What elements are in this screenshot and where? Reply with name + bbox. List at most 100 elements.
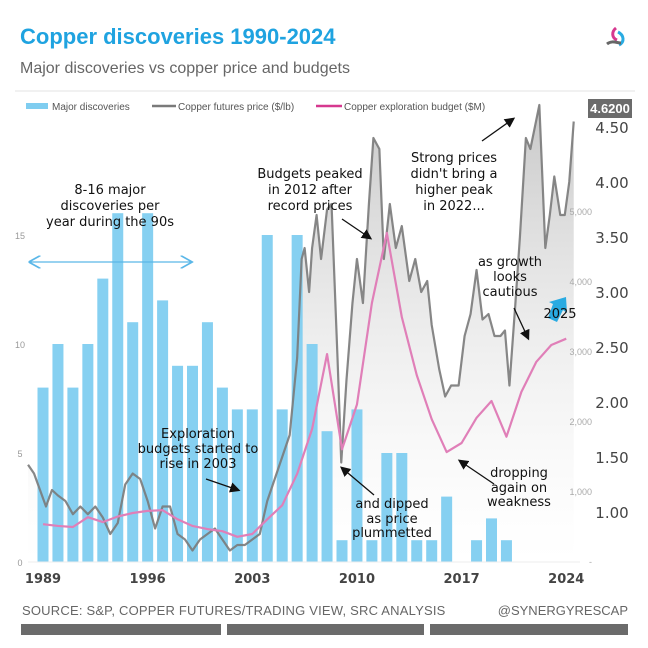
annotation-line: as price <box>366 512 417 527</box>
price-tick-label: 1.00 <box>595 504 628 522</box>
footer-bar <box>430 624 628 635</box>
discovery-bar-2008 <box>321 431 333 562</box>
discovery-bar-1995 <box>127 322 139 562</box>
annotation-line: rise in 2003 <box>160 457 237 472</box>
discovery-bar-2010 <box>351 409 363 562</box>
discovery-bar-1994 <box>112 213 124 562</box>
discovery-bar-1996 <box>142 213 154 562</box>
budget-tick-label: 1,000 <box>569 487 592 497</box>
legend-price: Copper futures price ($/lb) <box>178 102 294 113</box>
price-tick-label: 1.50 <box>595 449 628 467</box>
discovery-bar-2004 <box>261 235 273 562</box>
price-tick-label: 4.00 <box>595 174 628 192</box>
discovery-bar-2013 <box>396 453 408 562</box>
budget-tick-label: 5,000 <box>569 207 592 217</box>
budget-tick-label: 2,000 <box>569 417 592 427</box>
discovery-bar-2007 <box>306 344 318 562</box>
source-note: SOURCE: S&P, COPPER FUTURES/TRADING VIEW… <box>22 603 446 618</box>
arrow-icon <box>513 307 530 341</box>
price-tick-label: 4.50 <box>595 119 628 137</box>
arrow-icon <box>205 478 241 493</box>
annotation-line: dropping <box>490 466 548 481</box>
annotation-line: record prices <box>268 199 353 214</box>
budget-tick-label: - <box>589 557 592 567</box>
price-line <box>27 103 575 552</box>
social-handle: @SYNERGYRESCAP <box>497 603 628 618</box>
chart-subtitle: Major discoveries vs copper price and bu… <box>20 60 350 77</box>
discovery-bar-1993 <box>97 278 109 562</box>
last-price-badge <box>588 99 632 118</box>
annotation-line: cautious <box>482 285 537 300</box>
annotation-nineties: 8-16 major discoveries per year during t… <box>30 183 191 262</box>
discovery-bar-2012 <box>381 453 393 562</box>
discovery-bar-2014 <box>411 540 423 562</box>
annotation-dropping: dropping again on weakness <box>457 459 551 510</box>
annotation-line: in 2012 after <box>268 183 353 198</box>
annotation-growth: as growth looks cautious 2025 <box>478 255 577 341</box>
x-tick-label: 2024 <box>548 572 584 587</box>
annotation-line: again on <box>491 481 547 496</box>
annotation-line: 8-16 major <box>74 183 146 198</box>
price-tick-label: 2.50 <box>595 339 628 357</box>
discovery-bar-2000 <box>201 322 213 562</box>
arrow-icon <box>340 466 375 496</box>
discovery-bar-2003 <box>246 409 258 562</box>
annotation-line: as growth <box>478 255 542 270</box>
annotation-line: year during the 90s <box>46 215 174 230</box>
discovery-bar-2009 <box>336 540 348 562</box>
annotation-peak2012: Budgets peaked in 2012 after record pric… <box>257 167 373 240</box>
annotation-line: didn't bring a <box>411 167 498 182</box>
annotation-rise2003: Exploration budgets started to rise in 2… <box>138 427 259 493</box>
price-tick-label: 3.00 <box>595 284 628 302</box>
chart-title: Copper discoveries 1990-2024 <box>20 24 336 49</box>
blue-arrow-icon <box>548 297 567 322</box>
arrow-icon <box>481 117 516 142</box>
price-tick-label: 2.00 <box>595 394 628 412</box>
discovery-bar-2020 <box>500 540 512 562</box>
legend-swatch-discoveries <box>26 103 48 109</box>
discovery-bar-2005 <box>276 409 288 562</box>
budget-tick-label: 3,000 <box>569 347 592 357</box>
annotation-line: budgets started to <box>138 442 259 457</box>
discovery-bar-1990 <box>52 344 64 562</box>
x-tick-label: 1989 <box>25 572 61 587</box>
budget-tick-label: 4,000 <box>569 277 592 287</box>
annotation-line: Exploration <box>161 427 235 442</box>
discovery-bar-1997 <box>157 300 169 562</box>
discovery-bar-1991 <box>67 387 79 562</box>
discovery-bar-2006 <box>291 235 303 562</box>
discovery-bar-2018 <box>471 540 483 562</box>
left-tick-label: 10 <box>15 340 25 350</box>
x-tick-label: 2003 <box>234 572 270 587</box>
annotation-line: higher peak <box>415 183 493 198</box>
annotation-line: in 2022... <box>423 199 484 214</box>
annotation-line: plummetted <box>352 526 432 541</box>
x-tick-label: 2010 <box>339 572 375 587</box>
legend-budget: Copper exploration budget ($M) <box>344 102 485 113</box>
left-tick-label: 5 <box>17 449 22 459</box>
annotation-dipped: and dipped as price plummetted <box>340 466 432 541</box>
annotation-line: and dipped <box>355 497 428 512</box>
discovery-bar-2019 <box>486 518 497 562</box>
annotation-line: looks <box>493 270 527 285</box>
discovery-bar-2016 <box>441 496 453 562</box>
annotation-line: Strong prices <box>411 151 497 166</box>
arrow-icon <box>457 459 495 485</box>
x-tick-label: 2017 <box>444 572 480 587</box>
budget-line <box>42 231 567 538</box>
annotation-line: discoveries per <box>61 199 161 214</box>
discovery-bar-2015 <box>426 540 438 562</box>
last-price-value: 4.6200 <box>590 101 630 116</box>
legend-discoveries: Major discoveries <box>52 102 130 113</box>
discovery-bar-1989 <box>37 387 49 562</box>
price-tick-label: 3.50 <box>595 229 628 247</box>
left-tick-label: 15 <box>15 231 25 241</box>
discovery-bar-2011 <box>366 540 378 562</box>
left-tick-label: 0 <box>17 558 22 568</box>
annotation-line: weakness <box>487 495 551 510</box>
footer-bar <box>21 624 221 635</box>
discovery-bar-1998 <box>172 365 184 562</box>
discovery-bar-1992 <box>82 344 94 562</box>
annotation-strong-prices: Strong prices didn't bring a higher peak… <box>411 117 516 214</box>
